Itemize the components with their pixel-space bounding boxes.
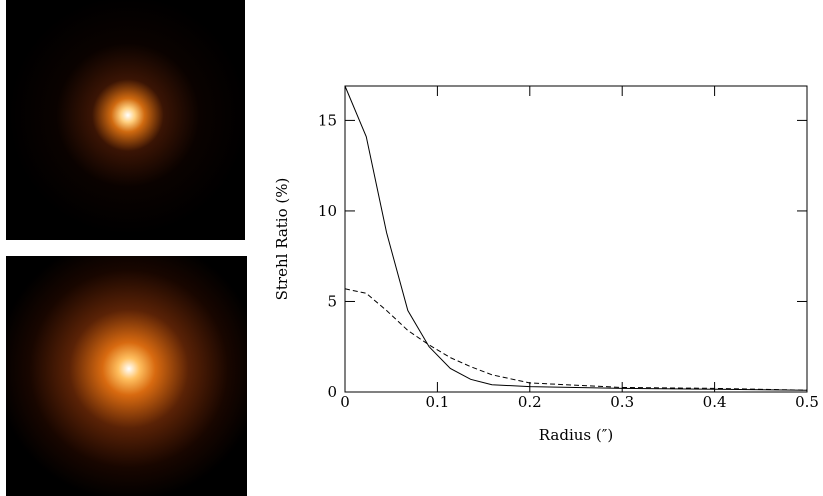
plot-frame xyxy=(344,85,808,393)
y-tick-label: 15 xyxy=(318,111,337,129)
x-tick-label: 0.5 xyxy=(795,393,819,411)
x-tick-label: 0 xyxy=(340,393,350,411)
y-tick-label: 10 xyxy=(318,202,337,220)
x-tick-label: 0.2 xyxy=(518,393,542,411)
series-line xyxy=(344,85,808,391)
series-line xyxy=(344,288,808,391)
x-tick-label: 0.3 xyxy=(610,393,634,411)
x-axis-label: Radius (″) xyxy=(539,426,613,444)
x-tick-label: 0.4 xyxy=(703,393,727,411)
x-tick-label: 0.1 xyxy=(425,393,449,411)
psf-image-bottom xyxy=(6,256,247,496)
psf-image-top xyxy=(6,0,245,240)
y-tick-label: 0 xyxy=(327,383,337,401)
y-axis-label: Strehl Ratio (%) xyxy=(273,178,291,301)
y-tick-label: 5 xyxy=(327,292,337,310)
